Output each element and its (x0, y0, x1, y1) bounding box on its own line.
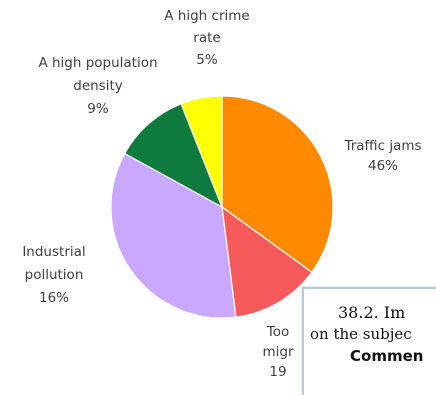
exercise-heading: 38.2. Im (338, 303, 406, 322)
slice-high-crime-rate (180, 95, 223, 208)
slice-industrial-pollution (110, 152, 237, 319)
label-high-population-density: A high population density 9% (38, 55, 157, 117)
exercise-panel: 38.2. Im on the subjec Commen (302, 287, 436, 395)
pie-slices (110, 95, 334, 319)
label-too-migr: Too migr 19 (262, 324, 293, 380)
exercise-text: on the subjec (310, 325, 412, 343)
slice-too-migr (221, 205, 313, 318)
label-high-crime-rate: A high crime rate 5% (164, 8, 249, 68)
exercise-label: Commen (350, 347, 424, 365)
pie-labels: Traffic jams 46% Too migr 19 Industrial pollut… (22, 8, 421, 380)
label-traffic-jams: Traffic jams 46% (343, 138, 421, 174)
label-industrial-pollution: Industrial pollution 16% (22, 244, 85, 306)
slice-traffic-jams (221, 95, 334, 274)
slice-high-population-density (123, 103, 224, 209)
